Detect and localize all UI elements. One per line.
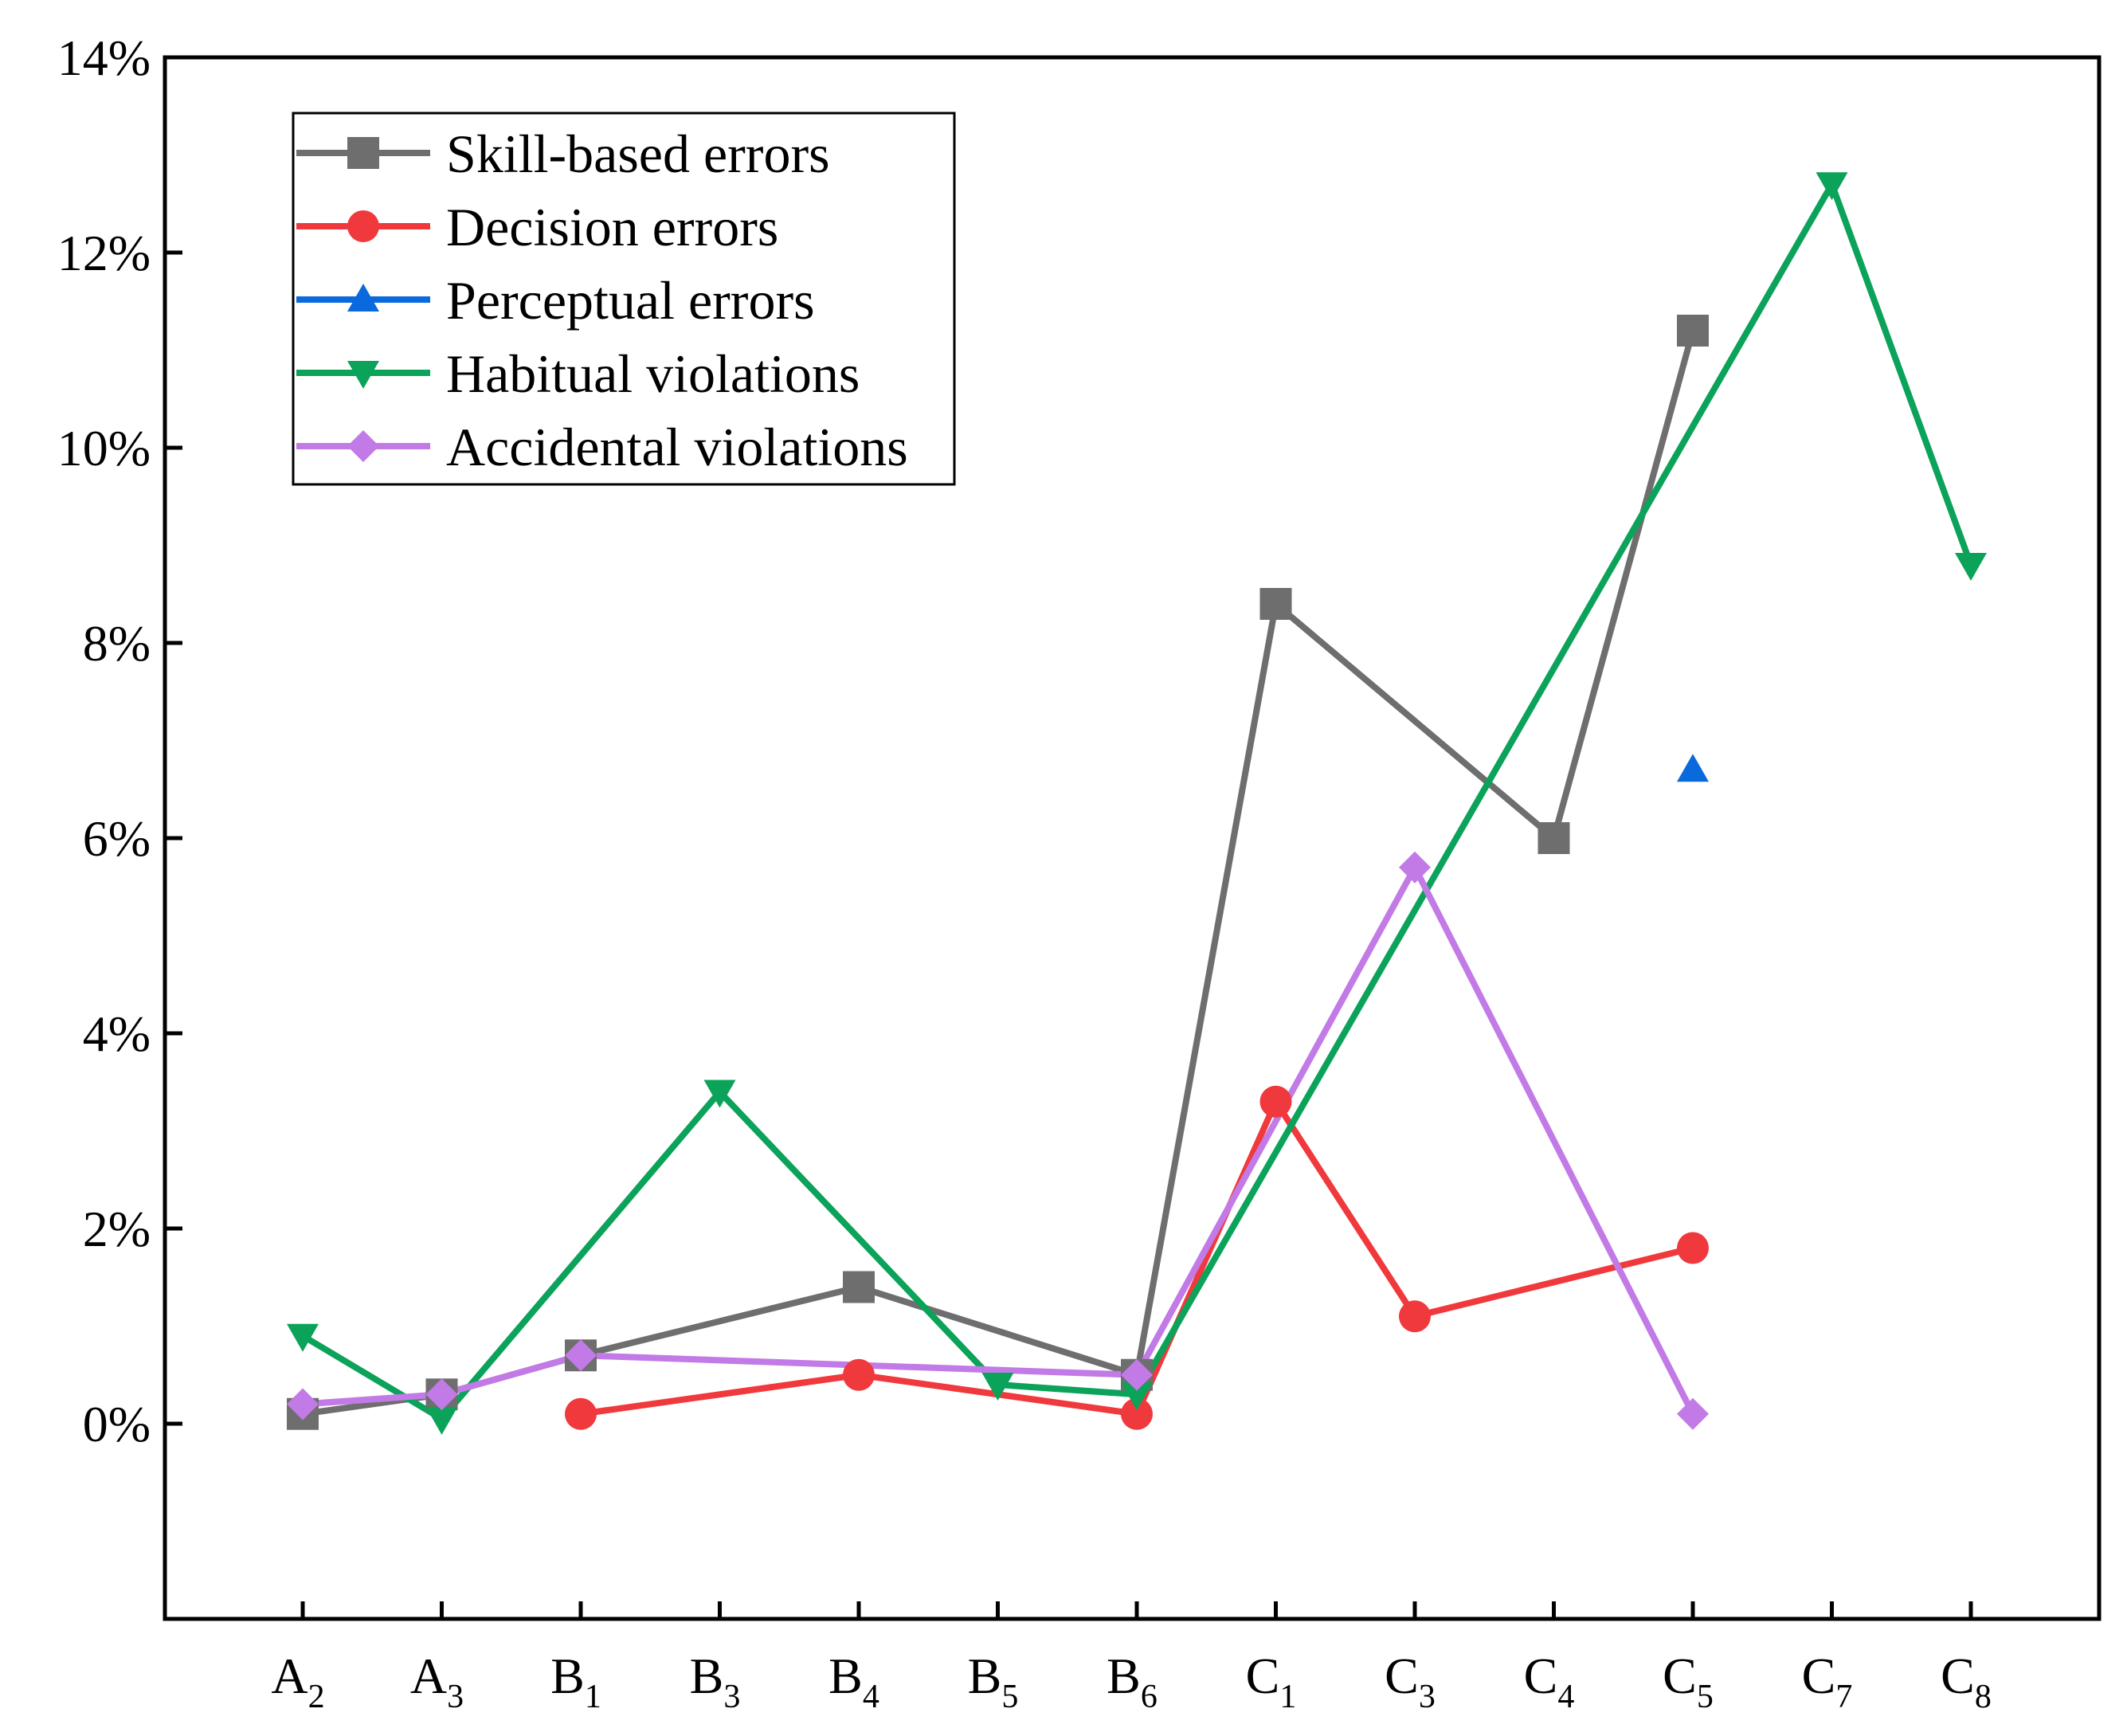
data-point (1399, 851, 1431, 884)
data-point (981, 1373, 1014, 1401)
x-tick-label: B6 (1107, 1648, 1158, 1715)
x-tick-label: C7 (1802, 1648, 1853, 1715)
x-tick-label: B1 (550, 1648, 601, 1715)
legend-marker (347, 361, 379, 389)
legend-label: Accidental violations (446, 417, 908, 477)
legend-marker (347, 284, 379, 312)
data-point (425, 1378, 458, 1411)
data-point (1816, 172, 1848, 201)
data-point (1399, 1300, 1431, 1333)
x-tick-label: A2 (271, 1648, 324, 1715)
data-point (843, 1271, 875, 1303)
data-point (1537, 822, 1570, 854)
x-tick-label: C8 (1941, 1648, 1992, 1715)
legend-label: Decision errors (446, 197, 778, 257)
y-tick-label: 6% (83, 810, 151, 867)
x-tick-label: B3 (690, 1648, 741, 1715)
x-tick-label: B5 (968, 1648, 1019, 1715)
x-tick-label: C5 (1663, 1648, 1714, 1715)
data-point (287, 1388, 319, 1421)
legend-marker (347, 430, 379, 462)
data-point (565, 1397, 597, 1430)
series-line-skill-based-errors (302, 329, 1696, 1417)
legend-label: Habitual violations (446, 343, 860, 404)
data-point (1121, 1382, 1153, 1411)
data-point (287, 1323, 319, 1352)
y-tick-label: 4% (83, 1005, 151, 1062)
data-point (1121, 1397, 1153, 1430)
y-tick-label: 14% (57, 29, 151, 86)
x-tick-label: C4 (1524, 1648, 1575, 1715)
data-point (1121, 1358, 1153, 1391)
series-line-decision-errors (580, 1098, 1694, 1417)
axes: 0% 2% 4% 6% 8% 10% 12% 14% A2 A3 B1 B3 B4 B5 B6 C1 C3 C4 C… (57, 29, 1992, 1715)
legend: Skill-based errors Decision errors Percept… (292, 112, 956, 486)
x-tick-label: A3 (410, 1648, 464, 1715)
legend-label: Skill-based errors (446, 123, 830, 184)
data-point (703, 1080, 736, 1108)
y-tick-label: 2% (83, 1201, 151, 1257)
y-tick-label: 0% (83, 1396, 151, 1452)
data-point (1677, 315, 1709, 347)
data-point (843, 1358, 875, 1391)
data-point (1677, 1232, 1709, 1264)
data-point (565, 1339, 597, 1372)
legend-marker (347, 137, 379, 169)
x-tick-label: B4 (828, 1648, 879, 1715)
data-point (425, 1406, 458, 1435)
y-tick-label: 12% (57, 225, 151, 281)
y-tick-label: 8% (83, 615, 151, 672)
legend-marker (347, 210, 379, 242)
data-point (1259, 1085, 1292, 1118)
data-point (1677, 1397, 1709, 1430)
legend-label: Perceptual errors (446, 270, 815, 331)
series-layer (287, 172, 1987, 1435)
data-point (1677, 754, 1709, 782)
plot-frame (163, 55, 2102, 1621)
y-tick-label: 10% (57, 420, 151, 476)
x-tick-label: C1 (1246, 1648, 1297, 1715)
data-point (1955, 553, 1987, 581)
x-tick-label: C3 (1385, 1648, 1436, 1715)
data-point (1259, 588, 1292, 620)
